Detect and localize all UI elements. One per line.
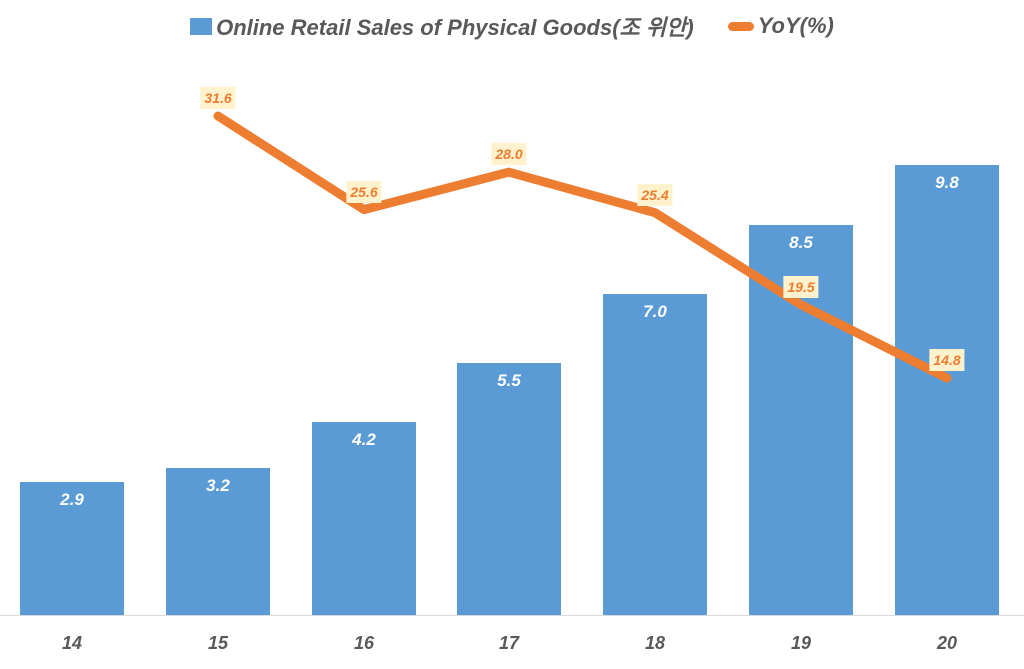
bar-swatch-icon <box>190 17 213 35</box>
line-swatch-icon <box>727 21 754 31</box>
x-tick-label: 20 <box>936 633 958 653</box>
x-tick-label: 16 <box>353 633 375 653</box>
bar-15 <box>166 468 270 615</box>
bar-value-label: 8.5 <box>789 233 813 252</box>
legend-label-yoy: YoY(%) <box>757 13 834 38</box>
bar-20 <box>895 165 999 615</box>
bar-17 <box>457 363 561 615</box>
x-tick-label: 17 <box>498 633 520 653</box>
bar-18 <box>603 294 707 615</box>
bar-16 <box>312 422 416 615</box>
bar-value-label: 2.9 <box>60 490 84 509</box>
bar-value-label: 5.5 <box>497 371 521 390</box>
line-value-label: 19.5 <box>783 275 819 298</box>
bar-value-label: 3.2 <box>206 476 230 495</box>
x-tick-label: 14 <box>61 633 83 653</box>
line-value-label: 25.4 <box>637 183 673 206</box>
legend-label-sales: Online Retail Sales of Physical Goods(조 … <box>216 15 694 40</box>
line-value-label: 25.6 <box>346 180 382 203</box>
legend: Online Retail Sales of Physical Goods(조 … <box>0 10 1024 42</box>
bar-value-label: 4.2 <box>352 430 376 449</box>
x-tick-label: 15 <box>207 633 229 653</box>
x-axis-line <box>0 615 1024 616</box>
line-value-label: 14.8 <box>929 349 965 372</box>
bar-value-label: 7.0 <box>643 302 667 321</box>
line-value-label: 28.0 <box>491 143 527 166</box>
x-tick-label: 19 <box>790 633 812 653</box>
legend-item-sales: Online Retail Sales of Physical Goods(조 … <box>190 10 694 42</box>
x-tick-label: 18 <box>644 633 666 653</box>
bar-value-label: 9.8 <box>935 173 959 192</box>
yoy-line <box>213 111 952 383</box>
line-value-label: 31.6 <box>200 87 236 109</box>
legend-item-yoy: YoY(%) <box>727 13 834 39</box>
bar-14 <box>20 482 124 615</box>
